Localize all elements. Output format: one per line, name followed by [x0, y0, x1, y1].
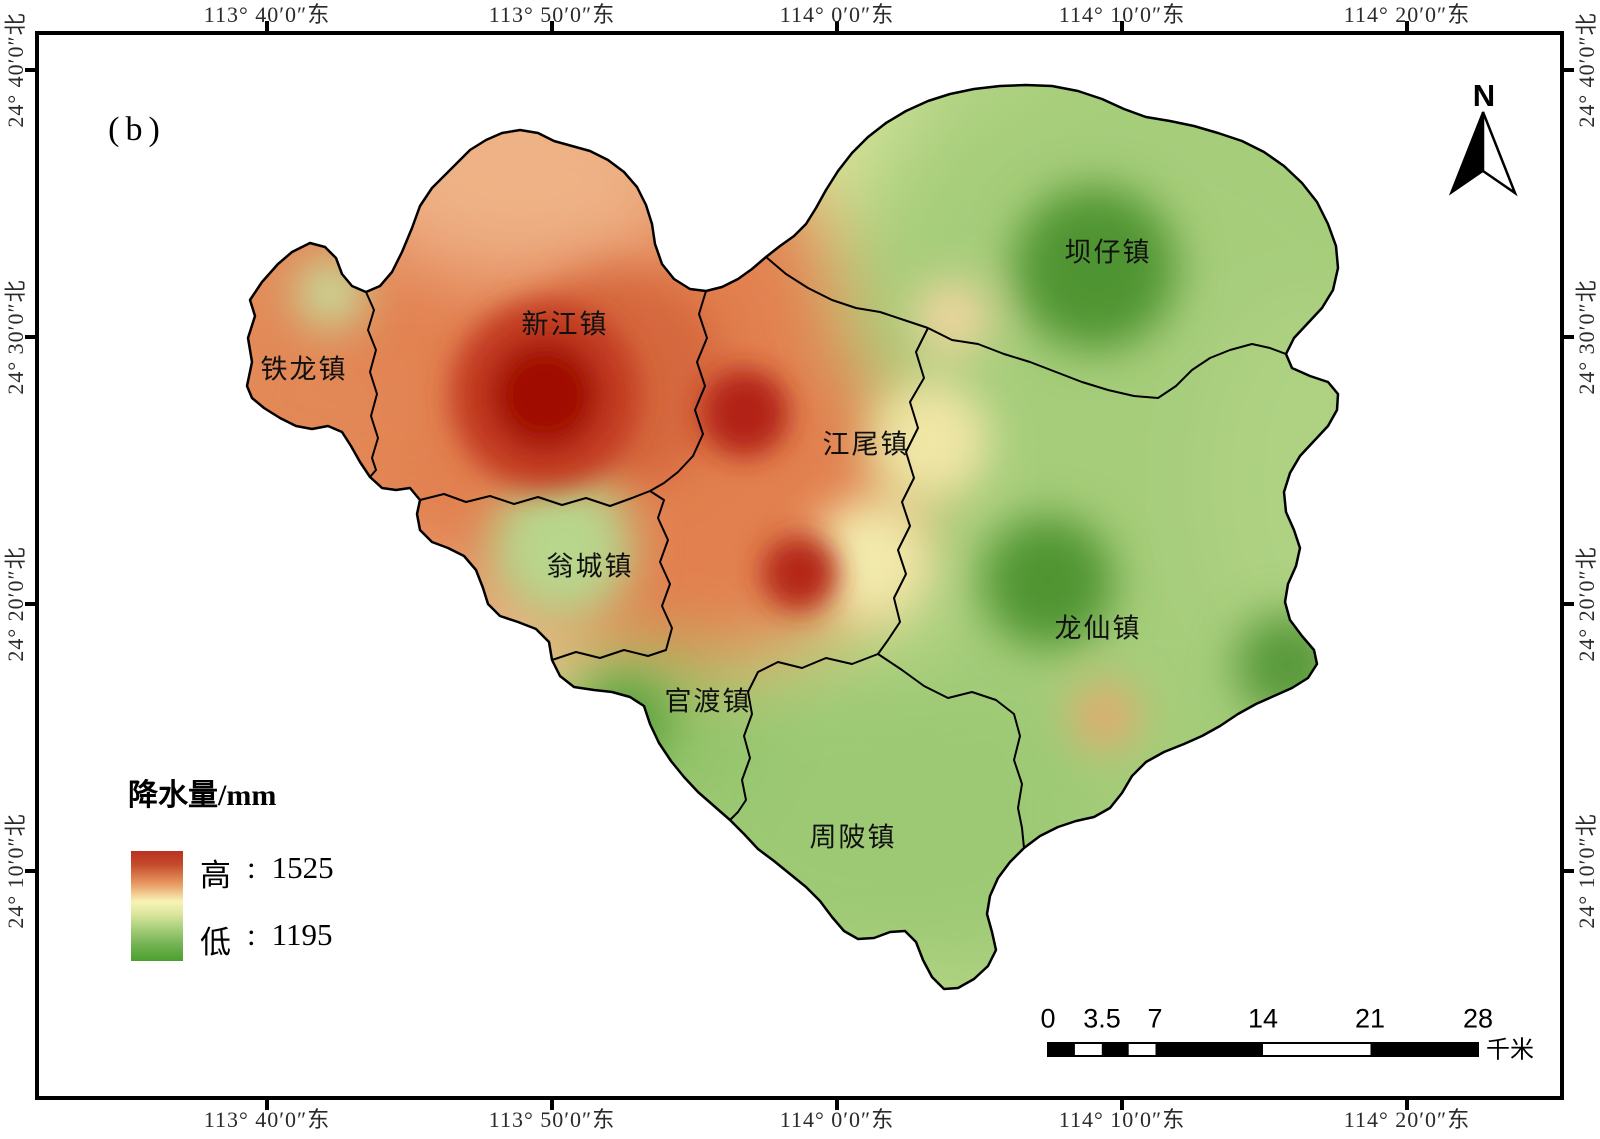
north-arrow-icon	[1448, 111, 1518, 197]
scalebar-tick-0: 0	[1040, 1003, 1056, 1034]
axis-label-right-2: 24° 20′0″北	[1574, 546, 1599, 662]
scale-bar	[1047, 1042, 1479, 1057]
county-outline	[245, 83, 1340, 991]
scalebar-tick-5: 28	[1462, 1003, 1494, 1034]
axis-label-left-1: 24° 30′0″北	[3, 279, 28, 395]
legend-title: 降水量/mm	[128, 779, 277, 812]
axis-label-top-4: 114° 20′0″东	[1343, 2, 1471, 27]
axis-label-top-2: 114° 0′0″东	[779, 2, 895, 27]
town-label-jiangwei: 江尾镇	[822, 429, 910, 460]
axis-label-top-0: 113° 40′0″东	[203, 2, 331, 27]
map-frame	[35, 31, 1564, 1100]
legend-low-label: 低	[200, 925, 231, 960]
axis-label-bottom-0: 113° 40′0″东	[203, 1107, 331, 1132]
legend-gradient-swatch	[131, 851, 183, 961]
legend-high-separator: :	[247, 850, 256, 885]
north-label: N	[1472, 78, 1496, 113]
legend-low-value: 1195	[271, 917, 333, 952]
axis-label-bottom-3: 114° 10′0″东	[1058, 1107, 1186, 1132]
precipitation-surface	[247, 85, 1338, 989]
scalebar-tick-3: 14	[1247, 1003, 1279, 1034]
axis-label-right-3: 24° 10′0″北	[1574, 813, 1599, 929]
axis-label-bottom-4: 114° 20′0″东	[1343, 1107, 1471, 1132]
legend-high-label: 高	[200, 858, 231, 893]
scalebar-tick-4: 21	[1354, 1003, 1386, 1034]
legend-row-low: 低 : 1195	[200, 917, 332, 962]
town-label-wengcheng: 翁城镇	[546, 551, 634, 582]
axis-label-bottom-2: 114° 0′0″东	[779, 1107, 895, 1132]
town-label-bazai: 坝仔镇	[1064, 237, 1152, 268]
axis-label-left-2: 24° 20′0″北	[3, 546, 28, 662]
axis-label-right-1: 24° 30′0″北	[1574, 279, 1599, 395]
scalebar-tick-2: 7	[1147, 1003, 1163, 1034]
axis-label-top-3: 114° 10′0″东	[1058, 2, 1186, 27]
scalebar-unit: 千米	[1486, 1037, 1534, 1064]
panel-label: (b)	[108, 111, 166, 148]
scalebar-tick-1: 3.5	[1083, 1003, 1121, 1034]
town-label-tielong: 铁龙镇	[260, 354, 348, 385]
axis-label-left-0: 24° 40′0″北	[3, 12, 28, 128]
legend-row-high: 高 : 1525	[200, 850, 334, 895]
axis-label-top-1: 113° 50′0″东	[488, 2, 616, 27]
town-label-longxian: 龙仙镇	[1054, 613, 1142, 644]
axis-label-right-0: 24° 40′0″北	[1574, 12, 1599, 128]
town-label-guandu: 官渡镇	[664, 686, 752, 717]
axis-label-left-3: 24° 10′0″北	[3, 813, 28, 929]
legend-low-separator: :	[247, 917, 256, 952]
town-label-xinjiang: 新江镇	[521, 309, 609, 340]
township-boundaries	[365, 256, 1287, 849]
axis-label-bottom-1: 113° 50′0″东	[488, 1107, 616, 1132]
graticule-ticks	[25, 21, 1574, 1110]
town-label-zhoubei: 周陂镇	[809, 822, 897, 853]
legend-high-value: 1525	[271, 850, 334, 885]
